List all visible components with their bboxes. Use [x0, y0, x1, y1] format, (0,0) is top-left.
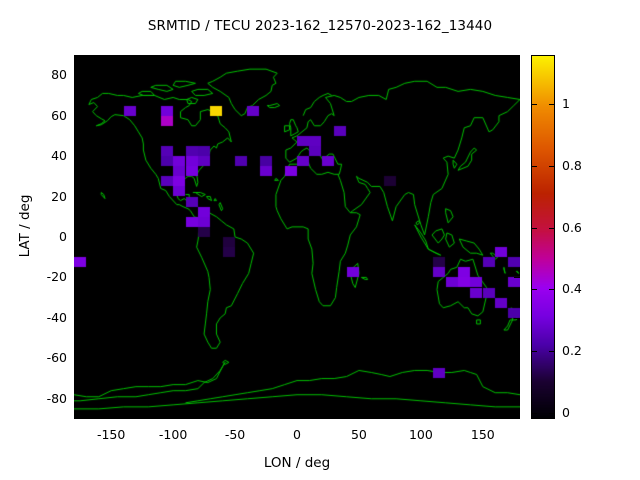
y-tick-label: 20 — [51, 188, 67, 204]
heatmap-cells-layer — [74, 55, 520, 419]
y-tick-label: -60 — [46, 350, 67, 366]
colorbar — [531, 55, 555, 419]
y-tick-mark — [74, 75, 80, 77]
colorbar-tick-right — [549, 227, 554, 229]
y-tick-label: 80 — [51, 67, 67, 83]
colorbar-tick-label: 0.6 — [562, 219, 582, 235]
y-tick-mark — [74, 398, 80, 400]
y-tick-mark-right — [514, 115, 520, 117]
x-tick-mark — [173, 413, 175, 419]
y-tick-mark — [74, 196, 80, 198]
colorbar-tick-label: 1 — [562, 96, 570, 112]
y-tick-label: -40 — [46, 309, 67, 325]
y-tick-label: 60 — [51, 107, 67, 123]
colorbar-tick-label: 0.8 — [562, 158, 582, 174]
colorbar-tick-right — [549, 289, 554, 291]
colorbar-tick-left — [532, 166, 537, 168]
x-tick-mark — [111, 413, 113, 419]
x-axis-label: LON / deg — [263, 455, 331, 471]
y-tick-mark — [74, 237, 80, 238]
colorbar-tick-left — [532, 412, 537, 414]
x-tick-mark-top — [297, 55, 298, 61]
colorbar-tick-left — [532, 351, 537, 353]
x-tick-mark — [358, 413, 360, 419]
y-tick-mark — [74, 277, 80, 279]
x-tick-label: -150 — [96, 427, 126, 442]
y-tick-mark — [74, 358, 80, 360]
x-tick-label: -50 — [224, 427, 246, 442]
y-tick-mark — [74, 317, 80, 319]
x-tick-mark — [297, 413, 298, 419]
x-tick-mark-top — [358, 55, 360, 61]
y-tick-mark-right — [514, 196, 520, 198]
y-tick-mark-right — [514, 317, 520, 319]
y-tick-mark-right — [514, 277, 520, 279]
x-tick-label: 0 — [293, 427, 301, 442]
y-axis-label: LAT / deg — [17, 194, 33, 258]
y-tick-mark-right — [514, 358, 520, 360]
x-tick-mark — [482, 413, 484, 419]
colorbar-tick-right — [549, 166, 554, 168]
x-tick-mark-top — [235, 55, 237, 61]
y-tick-mark-right — [514, 156, 520, 158]
x-tick-mark — [235, 413, 237, 419]
y-tick-mark-right — [514, 75, 520, 77]
x-tick-mark — [420, 413, 422, 419]
colorbar-tick-right — [549, 412, 554, 414]
map-plot-area — [74, 55, 520, 419]
colorbar-tick-label: 0 — [562, 404, 570, 420]
x-tick-mark-top — [111, 55, 113, 61]
y-tick-label: 0 — [59, 229, 67, 244]
page-title: SRMTID / TECU 2023-162_12570-2023-162_13… — [147, 18, 493, 34]
y-tick-mark — [74, 115, 80, 117]
y-tick-label: -20 — [46, 269, 67, 285]
x-tick-label: 100 — [408, 427, 433, 442]
colorbar-tick-right — [549, 351, 554, 353]
y-tick-mark-right — [514, 237, 520, 238]
x-tick-mark-top — [420, 55, 422, 61]
colorbar-gradient — [532, 56, 554, 418]
y-tick-mark — [74, 156, 80, 158]
y-tick-label: 40 — [51, 148, 67, 164]
x-tick-label: -100 — [158, 427, 188, 442]
x-tick-label: 50 — [350, 427, 367, 442]
x-tick-mark-top — [173, 55, 175, 61]
x-tick-label: 150 — [470, 427, 495, 442]
y-tick-label: -80 — [46, 390, 67, 406]
colorbar-tick-left — [532, 227, 537, 229]
colorbar-tick-left — [532, 104, 537, 106]
colorbar-tick-label: 0.2 — [562, 343, 582, 359]
colorbar-tick-left — [532, 289, 537, 291]
colorbar-tick-label: 0.4 — [562, 281, 582, 297]
y-tick-mark-right — [514, 398, 520, 400]
x-tick-mark-top — [482, 55, 484, 61]
colorbar-tick-right — [549, 104, 554, 106]
